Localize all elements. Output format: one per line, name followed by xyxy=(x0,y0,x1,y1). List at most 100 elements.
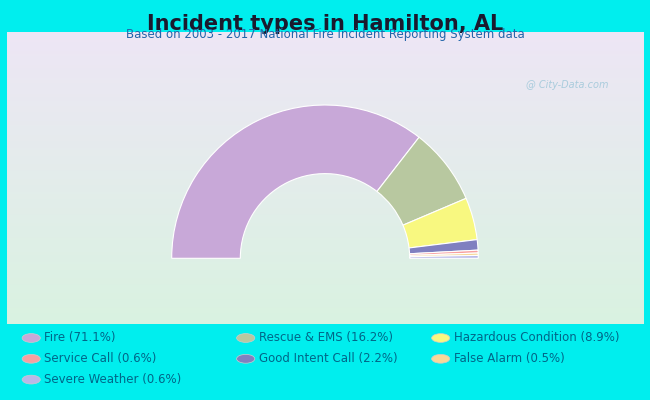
Bar xyxy=(6,225,644,228)
Wedge shape xyxy=(410,253,478,257)
Bar xyxy=(6,277,644,280)
Bar xyxy=(6,152,644,155)
Bar xyxy=(6,190,644,192)
Bar xyxy=(6,310,644,312)
Bar xyxy=(6,50,644,52)
Bar xyxy=(6,198,644,201)
Bar xyxy=(6,172,644,175)
Bar xyxy=(6,280,644,283)
Bar xyxy=(6,64,644,67)
Bar xyxy=(6,35,644,38)
Bar xyxy=(6,272,644,274)
Bar xyxy=(6,245,644,248)
Bar xyxy=(6,283,644,286)
Bar xyxy=(6,216,644,219)
Bar xyxy=(6,204,644,207)
Bar xyxy=(6,120,644,122)
Text: Based on 2003 - 2017 National Fire Incident Reporting System data: Based on 2003 - 2017 National Fire Incid… xyxy=(125,28,525,41)
Bar xyxy=(6,137,644,140)
Bar xyxy=(6,55,644,58)
Bar xyxy=(6,230,644,234)
Bar xyxy=(6,70,644,73)
Wedge shape xyxy=(377,137,466,225)
Bar xyxy=(6,169,644,172)
Bar xyxy=(6,295,644,298)
Bar xyxy=(6,76,644,79)
Wedge shape xyxy=(410,250,478,255)
Text: Hazardous Condition (8.9%): Hazardous Condition (8.9%) xyxy=(454,332,619,344)
Bar xyxy=(6,192,644,196)
Bar xyxy=(6,274,644,277)
Bar xyxy=(6,242,644,245)
Bar xyxy=(6,93,644,96)
Wedge shape xyxy=(403,198,477,248)
Bar xyxy=(6,268,644,272)
Bar xyxy=(6,239,644,242)
Bar xyxy=(6,131,644,134)
Bar xyxy=(6,126,644,128)
Bar xyxy=(6,105,644,108)
Bar xyxy=(6,207,644,210)
Bar xyxy=(6,266,644,268)
Bar xyxy=(6,99,644,102)
Bar xyxy=(6,248,644,251)
Bar xyxy=(6,90,644,93)
Bar xyxy=(6,196,644,198)
Bar xyxy=(6,134,644,137)
Bar xyxy=(6,58,644,61)
Bar xyxy=(6,289,644,292)
Bar xyxy=(6,251,644,254)
Bar xyxy=(6,298,644,301)
Bar xyxy=(6,158,644,160)
Text: False Alarm (0.5%): False Alarm (0.5%) xyxy=(454,352,564,365)
Bar xyxy=(6,61,644,64)
Bar xyxy=(6,210,644,213)
Bar xyxy=(6,102,644,105)
Bar xyxy=(6,219,644,222)
Bar xyxy=(6,306,644,310)
Text: @ City-Data.com: @ City-Data.com xyxy=(526,80,609,90)
Bar xyxy=(6,73,644,76)
Bar xyxy=(6,140,644,143)
Bar xyxy=(6,318,644,321)
Bar xyxy=(6,96,644,99)
Bar xyxy=(6,178,644,181)
Bar xyxy=(6,213,644,216)
Text: Severe Weather (0.6%): Severe Weather (0.6%) xyxy=(44,373,181,386)
Bar xyxy=(6,44,644,47)
Bar xyxy=(6,155,644,158)
Bar xyxy=(6,301,644,304)
Bar xyxy=(6,114,644,117)
Bar xyxy=(6,234,644,236)
Bar xyxy=(6,47,644,50)
Bar xyxy=(6,286,644,289)
Bar xyxy=(6,38,644,41)
Text: Incident types in Hamilton, AL: Incident types in Hamilton, AL xyxy=(147,14,503,34)
Bar xyxy=(6,146,644,149)
Bar xyxy=(6,111,644,114)
Bar xyxy=(6,304,644,306)
Bar xyxy=(6,228,644,230)
Bar xyxy=(6,236,644,239)
Bar xyxy=(6,160,644,163)
Text: Fire (71.1%): Fire (71.1%) xyxy=(44,332,116,344)
Bar xyxy=(6,181,644,184)
Bar xyxy=(6,67,644,70)
Bar xyxy=(6,254,644,257)
Text: Good Intent Call (2.2%): Good Intent Call (2.2%) xyxy=(259,352,397,365)
Bar xyxy=(6,312,644,315)
Text: Rescue & EMS (16.2%): Rescue & EMS (16.2%) xyxy=(259,332,393,344)
Bar xyxy=(6,184,644,187)
Bar xyxy=(6,201,644,204)
Bar xyxy=(6,187,644,190)
Text: Service Call (0.6%): Service Call (0.6%) xyxy=(44,352,157,365)
Bar xyxy=(6,257,644,260)
Bar xyxy=(6,149,644,152)
Bar xyxy=(6,79,644,82)
Bar xyxy=(6,32,644,35)
Bar xyxy=(6,166,644,169)
Bar xyxy=(6,41,644,44)
Bar xyxy=(6,82,644,84)
Wedge shape xyxy=(172,105,419,258)
Bar xyxy=(6,163,644,166)
